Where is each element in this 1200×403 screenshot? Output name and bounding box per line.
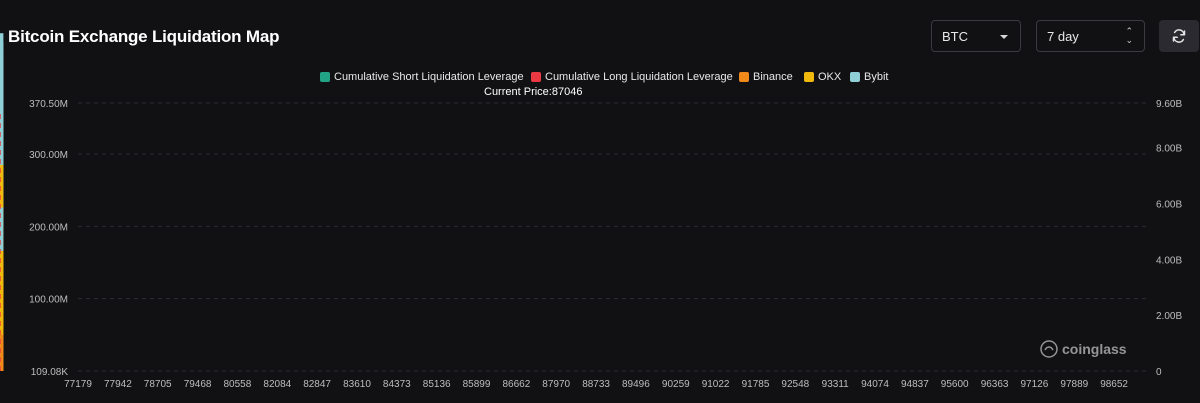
x-tick-label: 95600 (941, 379, 969, 390)
binance-bar (0, 334, 4, 371)
y-left-tick-label: 370.50M (29, 99, 68, 110)
legend-item-binance[interactable]: Binance (739, 71, 793, 83)
legend-swatch (804, 72, 814, 82)
up-down-arrows-icon: ⌃ ⌄ (1125, 26, 1133, 45)
y-right-tick-label: 4.00B (1156, 255, 1182, 266)
legend-label: Cumulative Long Liquidation Leverage (545, 71, 733, 83)
x-tick-label: 86662 (502, 379, 530, 390)
legend-label: Binance (753, 71, 793, 83)
x-tick-label: 94837 (901, 379, 929, 390)
okx-bar (0, 164, 4, 227)
page-title: Bitcoin Exchange Liquidation Map (8, 27, 280, 46)
legend-swatch (739, 72, 749, 82)
x-tick-label: 92548 (781, 379, 809, 390)
watermark-text: coinglass (1062, 341, 1127, 357)
y-right-tick-label: 9.60B (1156, 99, 1182, 110)
x-tick-label: 77942 (104, 379, 132, 390)
x-tick-label: 78705 (144, 379, 172, 390)
coin-select-value: BTC (942, 29, 968, 44)
x-tick-label: 84373 (383, 379, 411, 390)
legend-label: Bybit (864, 71, 889, 83)
legend-item-bybit[interactable]: Bybit (850, 71, 888, 83)
y-left-tick-label: 100.00M (29, 295, 68, 306)
x-tick-label: 90259 (662, 379, 690, 390)
refresh-button[interactable] (1159, 20, 1199, 52)
okx-bar (0, 284, 4, 314)
header: Bitcoin Exchange Liquidation Map BTC 7 d… (0, 0, 1200, 66)
time-range-value: 7 day (1047, 29, 1079, 44)
legend-label: Cumulative Short Liquidation Leverage (334, 71, 524, 83)
chevron-down-icon (1000, 35, 1008, 39)
x-tick-label: 82084 (263, 379, 291, 390)
x-tick-label: 80558 (223, 379, 251, 390)
y-right-tick-label: 0 (1156, 367, 1162, 378)
x-tick-label: 85899 (463, 379, 491, 390)
legend-swatch (320, 72, 330, 82)
x-tick-label: 85136 (423, 379, 451, 390)
current-price-label: Current Price:87046 (484, 86, 583, 98)
refresh-icon (1172, 29, 1186, 43)
legend-swatch (531, 72, 541, 82)
x-tick-label: 88733 (582, 379, 610, 390)
x-tick-label: 93311 (822, 379, 850, 390)
x-tick-label: 83610 (343, 379, 371, 390)
x-tick-label: 97889 (1060, 379, 1088, 390)
coinglass-logo-icon (1040, 340, 1058, 358)
chart-legend: Cumulative Short Liquidation Leverage Cu… (0, 71, 1200, 85)
coin-select[interactable]: BTC (931, 20, 1021, 52)
y-right-tick-label: 6.00B (1156, 200, 1182, 211)
x-tick-label: 79468 (184, 379, 212, 390)
bybit-bar (0, 207, 4, 251)
legend-label: OKX (818, 71, 842, 83)
x-tick-label: 91785 (742, 379, 770, 390)
x-tick-label: 77179 (64, 379, 92, 390)
legend-item-okx[interactable]: OKX (804, 71, 841, 83)
x-tick-label: 82847 (303, 379, 331, 390)
bybit-bar (0, 114, 4, 165)
legend-item-long-cum[interactable]: Cumulative Long Liquidation Leverage (531, 71, 733, 83)
x-tick-label: 98652 (1100, 379, 1128, 390)
okx-bar (0, 316, 4, 335)
bybit-bar (0, 33, 4, 171)
y-right-tick-label: 2.00B (1156, 311, 1182, 322)
time-range-select[interactable]: 7 day ⌃ ⌄ (1036, 20, 1145, 52)
x-tick-label: 87970 (542, 379, 570, 390)
x-tick-label: 91022 (702, 379, 730, 390)
x-tick-label: 94074 (861, 379, 889, 390)
x-tick-label: 97126 (1020, 379, 1048, 390)
legend-item-short-cum[interactable]: Cumulative Short Liquidation Leverage (320, 71, 524, 83)
y-left-tick-label: 109.08K (31, 367, 69, 378)
x-tick-label: 96363 (981, 379, 1009, 390)
y-right-tick-label: 8.00B (1156, 144, 1182, 155)
legend-swatch (850, 72, 860, 82)
y-left-tick-label: 300.00M (29, 150, 68, 161)
coinglass-watermark: coinglass (1040, 340, 1127, 358)
x-tick-label: 89496 (622, 379, 650, 390)
okx-bar (0, 258, 4, 296)
y-left-tick-label: 200.00M (29, 222, 68, 233)
